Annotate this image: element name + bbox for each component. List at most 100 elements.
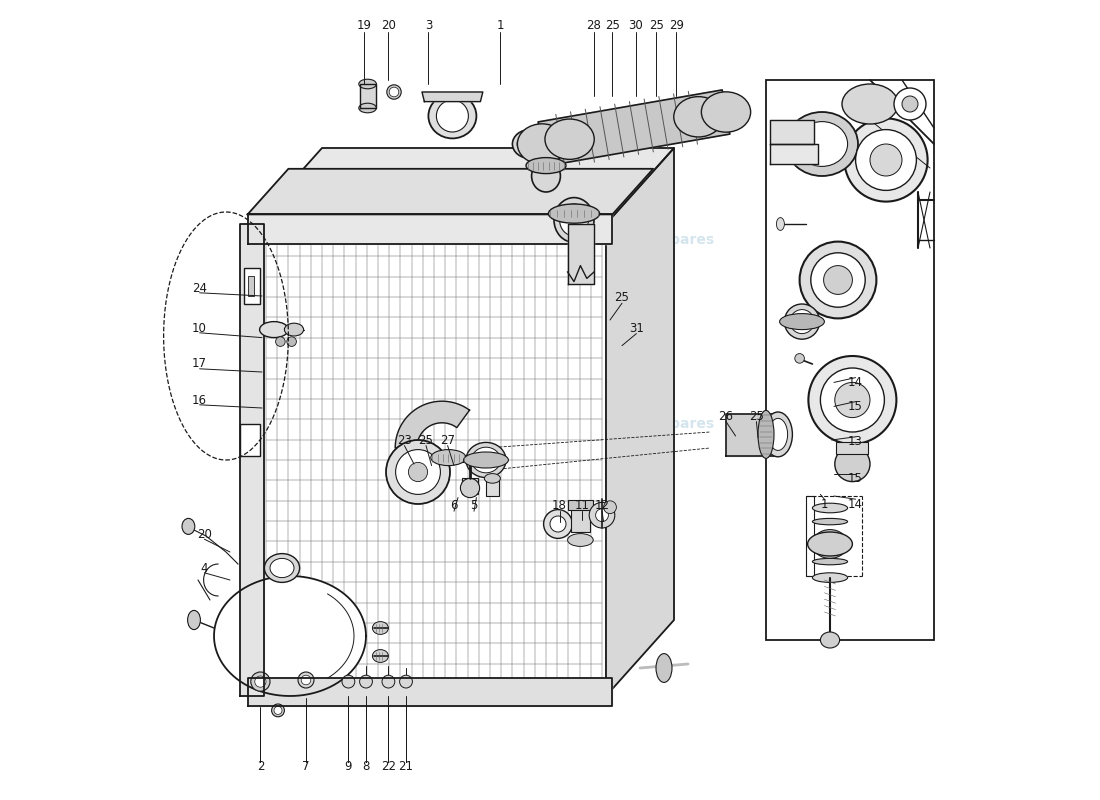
Polygon shape [254,224,606,696]
Text: 2: 2 [256,760,264,773]
Ellipse shape [543,510,572,538]
Ellipse shape [807,532,852,556]
Text: 17: 17 [192,358,207,370]
Ellipse shape [824,266,852,294]
Text: 3: 3 [425,19,432,32]
Text: 25: 25 [615,291,629,304]
Ellipse shape [560,204,588,236]
Ellipse shape [251,672,270,691]
Ellipse shape [795,354,804,363]
Ellipse shape [549,204,600,223]
Text: 1: 1 [496,19,504,32]
Text: 14: 14 [848,376,864,389]
Ellipse shape [813,530,848,558]
Polygon shape [248,169,653,214]
Ellipse shape [513,130,548,158]
Bar [766,80,934,640]
Ellipse shape [274,706,282,714]
Ellipse shape [568,534,593,546]
Ellipse shape [255,676,266,687]
Ellipse shape [777,218,784,230]
Ellipse shape [856,130,916,190]
Text: eurospares: eurospares [466,233,554,247]
Ellipse shape [517,134,542,154]
Ellipse shape [472,447,500,473]
Ellipse shape [550,516,566,532]
Ellipse shape [287,337,296,346]
Text: 22: 22 [381,760,396,773]
Ellipse shape [260,322,288,338]
Ellipse shape [517,124,566,164]
Text: 20: 20 [197,528,212,541]
Ellipse shape [461,478,480,498]
Bar [836,442,868,454]
Ellipse shape [399,675,412,688]
Ellipse shape [276,337,285,346]
Ellipse shape [813,558,848,565]
Text: 7: 7 [302,760,310,773]
Ellipse shape [821,368,884,432]
Text: 25: 25 [605,19,619,32]
Text: 11: 11 [574,499,590,512]
Polygon shape [214,576,366,696]
Ellipse shape [396,450,440,494]
Polygon shape [538,90,729,166]
Bar [241,424,261,456]
Polygon shape [248,678,613,706]
Ellipse shape [842,84,898,124]
Text: eurospares: eurospares [466,417,554,431]
Ellipse shape [373,622,388,634]
Text: 6: 6 [450,499,458,512]
Ellipse shape [382,675,395,688]
Text: 16: 16 [192,394,207,406]
Ellipse shape [813,503,848,513]
Text: 18: 18 [552,499,567,512]
Text: 25: 25 [649,19,663,32]
Text: 21: 21 [398,760,414,773]
Ellipse shape [431,450,466,466]
Ellipse shape [702,92,750,132]
Text: 23: 23 [397,434,411,446]
Ellipse shape [270,558,294,578]
Ellipse shape [800,242,877,318]
Ellipse shape [389,87,399,97]
Bar [486,478,498,496]
Ellipse shape [821,632,839,648]
Ellipse shape [359,79,376,89]
Ellipse shape [780,314,824,330]
Ellipse shape [182,518,195,534]
Ellipse shape [386,440,450,504]
Bar [243,268,260,304]
Ellipse shape [763,412,792,457]
Text: 1: 1 [821,498,828,510]
Ellipse shape [301,675,311,685]
Text: eurospares: eurospares [626,233,714,247]
Ellipse shape [437,100,469,132]
Ellipse shape [813,518,848,525]
Ellipse shape [590,502,615,528]
Ellipse shape [285,323,304,336]
Text: 4: 4 [200,562,208,574]
Ellipse shape [813,573,848,582]
Ellipse shape [264,554,299,582]
Ellipse shape [531,160,560,192]
Bar [462,478,478,494]
Text: 31: 31 [629,322,644,334]
Ellipse shape [387,85,402,99]
Text: 25: 25 [419,434,433,446]
Ellipse shape [811,253,866,307]
Polygon shape [726,414,778,456]
Text: 5: 5 [471,499,477,512]
Polygon shape [254,148,674,224]
Text: 15: 15 [848,472,864,485]
Ellipse shape [656,654,672,682]
Polygon shape [606,148,674,696]
Ellipse shape [342,675,355,688]
Text: eurospares: eurospares [266,417,354,431]
Text: 10: 10 [192,322,207,334]
Text: 26: 26 [718,410,734,422]
Ellipse shape [790,310,814,334]
Text: 14: 14 [848,498,864,510]
Ellipse shape [808,356,896,444]
Ellipse shape [595,509,608,522]
